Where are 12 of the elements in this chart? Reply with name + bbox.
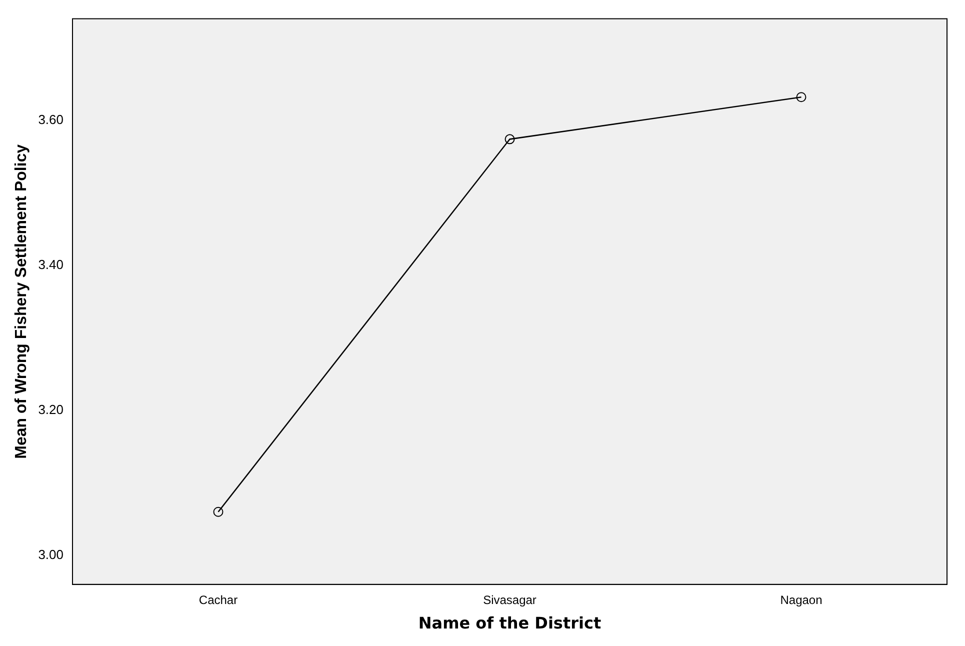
x-tick-label: Sivasagar [483,592,536,607]
y-axis-title: Mean of Wrong Fishery Settlement Policy [13,144,30,459]
y-tick-label: 3.40 [38,256,64,272]
x-tick-label: Cachar [198,592,238,607]
y-tick-label: 3.20 [38,402,64,417]
x-tick-label: Nagaon [780,592,822,607]
y-tick-label: 3.00 [38,546,64,562]
point [504,134,515,144]
point [213,506,224,517]
x-axis-title: Name of the District [418,614,602,633]
y-tick-label: 3.60 [38,112,64,127]
point [796,92,806,102]
